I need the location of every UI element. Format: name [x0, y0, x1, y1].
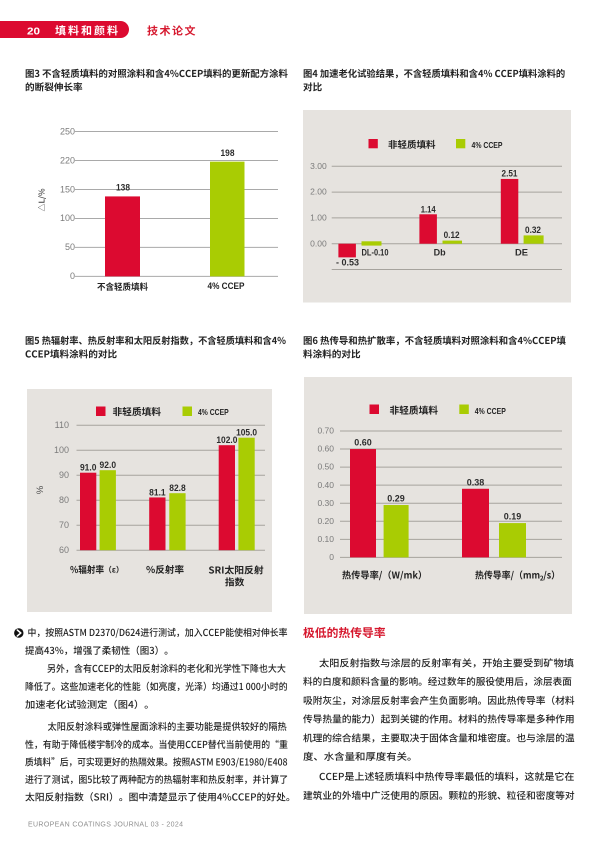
- svg-text:- 0.53: - 0.53: [336, 258, 359, 268]
- svg-text:0.19: 0.19: [504, 512, 522, 522]
- svg-text:DL-0.10: DL-0.10: [362, 248, 389, 258]
- svg-text:92.0: 92.0: [100, 460, 117, 470]
- svg-text:105.0: 105.0: [236, 428, 257, 438]
- svg-text:100: 100: [60, 213, 75, 223]
- svg-text:Db: Db: [434, 248, 446, 258]
- svg-text:250: 250: [60, 126, 75, 136]
- svg-text:%: %: [35, 485, 46, 494]
- svg-text:4% CCEP: 4% CCEP: [208, 281, 246, 292]
- svg-text:0.29: 0.29: [387, 494, 405, 504]
- svg-text:4% CCEP: 4% CCEP: [198, 407, 229, 417]
- svg-text:0.10: 0.10: [317, 534, 334, 544]
- svg-text:0.40: 0.40: [317, 480, 334, 490]
- svg-text:0.38: 0.38: [467, 477, 485, 487]
- svg-text:150: 150: [60, 184, 75, 194]
- svg-text:0.70: 0.70: [317, 426, 334, 436]
- svg-text:90: 90: [59, 470, 69, 480]
- svg-text:0.60: 0.60: [354, 438, 372, 448]
- svg-text:DE: DE: [515, 248, 528, 258]
- svg-text:60: 60: [59, 545, 69, 555]
- svg-text:138: 138: [116, 183, 130, 193]
- svg-text:220: 220: [60, 155, 75, 165]
- svg-text:0: 0: [70, 271, 75, 281]
- svg-text:100: 100: [54, 445, 69, 455]
- svg-text:81.1: 81.1: [149, 487, 166, 497]
- svg-text:50: 50: [65, 242, 75, 252]
- svg-text:2.51: 2.51: [502, 169, 518, 179]
- svg-text:20: 20: [27, 26, 40, 38]
- svg-text:0: 0: [329, 552, 334, 562]
- svg-text:80: 80: [59, 495, 69, 505]
- svg-text:0.60: 0.60: [317, 444, 334, 454]
- svg-text:0.20: 0.20: [317, 516, 334, 526]
- svg-text:3.00: 3.00: [310, 161, 327, 171]
- svg-text:2.00: 2.00: [310, 187, 327, 197]
- svg-text:91.0: 91.0: [80, 463, 97, 473]
- svg-text:0.12: 0.12: [444, 230, 460, 240]
- svg-text:4% CCEP: 4% CCEP: [475, 406, 506, 416]
- svg-text:82.8: 82.8: [169, 483, 186, 493]
- svg-text:198: 198: [221, 148, 235, 158]
- svg-text:0.32: 0.32: [525, 225, 541, 235]
- svg-text:0.30: 0.30: [317, 498, 334, 508]
- svg-text:0.00: 0.00: [310, 238, 327, 248]
- svg-text:110: 110: [55, 420, 69, 430]
- svg-text:EUROPEAN COATINGS JOURNAL 03 -: EUROPEAN COATINGS JOURNAL 03 - 2024: [28, 822, 183, 829]
- svg-text:102.0: 102.0: [216, 435, 237, 445]
- svg-text:0.50: 0.50: [317, 462, 334, 472]
- svg-text:1.00: 1.00: [310, 213, 327, 223]
- svg-text:4% CCEP: 4% CCEP: [472, 140, 503, 150]
- svg-text:1.14: 1.14: [421, 205, 436, 215]
- svg-text:70: 70: [59, 520, 69, 530]
